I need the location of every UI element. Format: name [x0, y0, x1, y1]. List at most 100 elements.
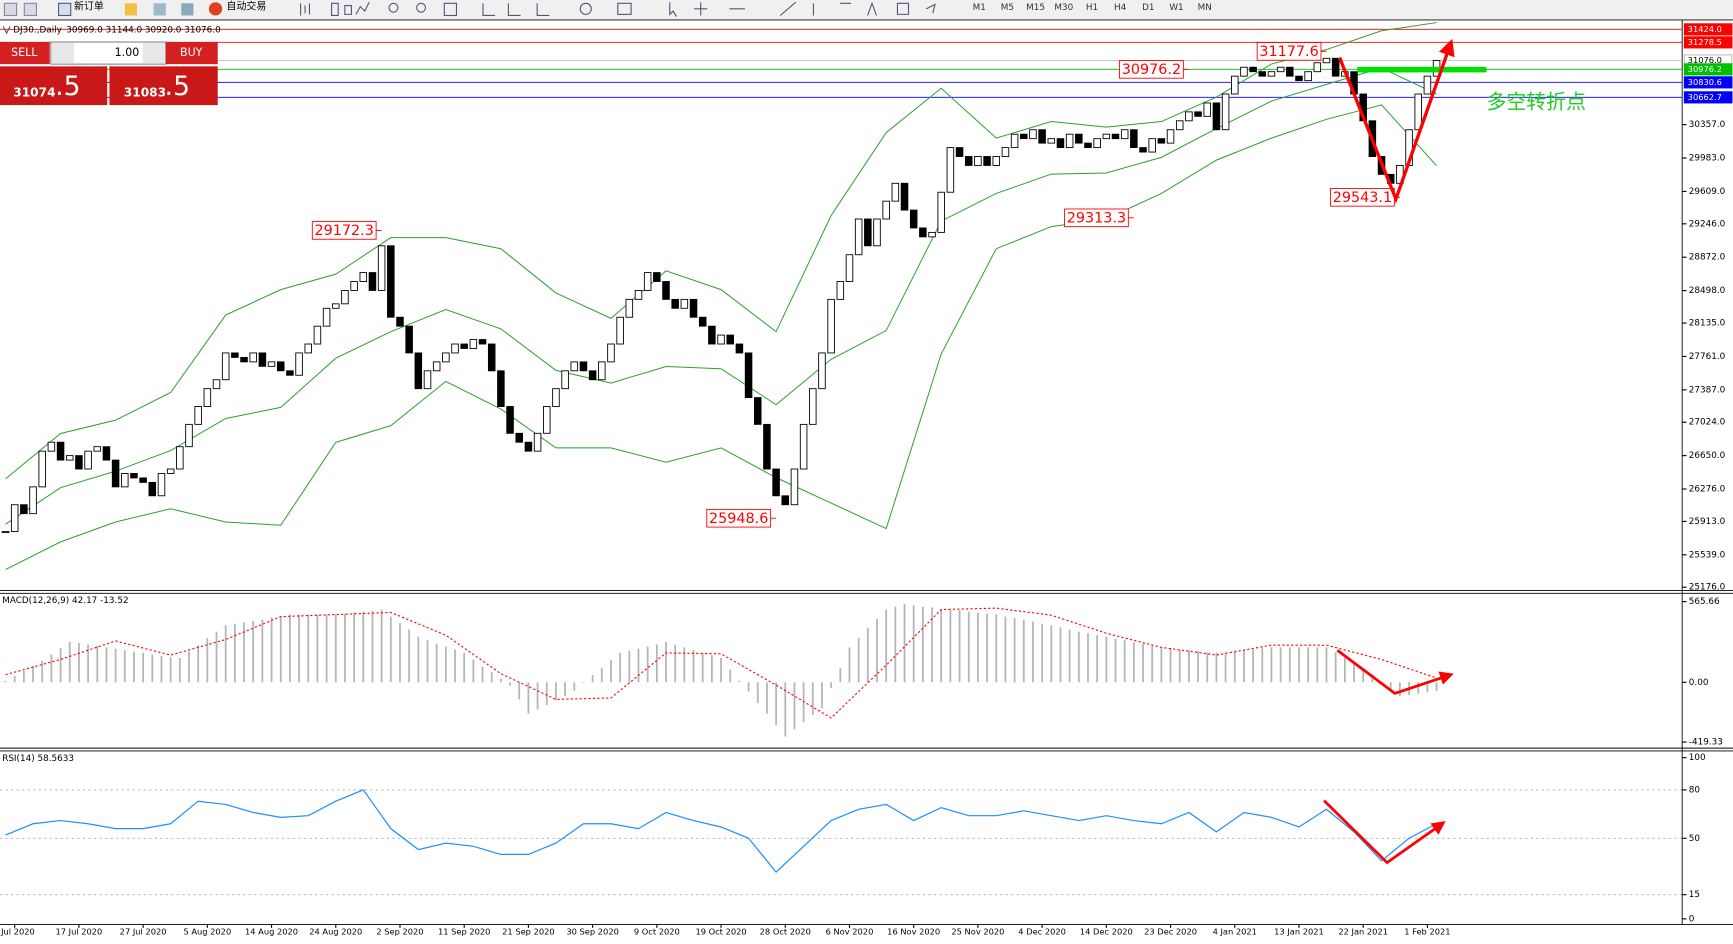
collapse-icon[interactable]	[2, 26, 11, 35]
price-level-label: 31076.0	[1688, 55, 1722, 65]
icon[interactable]	[669, 2, 677, 17]
icon[interactable]	[388, 2, 399, 13]
toolbar: 新订单 自动交易 M1 M5 M15 M30 H1 H4 D1 W1 MN	[0, 0, 1733, 19]
bid-box[interactable]	[0, 66, 108, 106]
timeframe-button[interactable]: W1	[1169, 3, 1183, 13]
icon[interactable]	[124, 3, 138, 16]
x-tick-label: 16 Nov 2020	[887, 927, 940, 937]
candle	[1084, 142, 1092, 149]
y-tick-label: 28135.0	[1689, 319, 1726, 329]
icon[interactable]	[355, 1, 370, 15]
icon[interactable]	[3, 2, 18, 17]
auto-trading-icon[interactable]	[208, 2, 223, 16]
buy-label[interactable]: BUY	[180, 46, 203, 59]
ask-main[interactable]: 31083	[124, 85, 166, 99]
buy-button[interactable]	[165, 42, 218, 65]
icon[interactable]	[181, 3, 194, 16]
icon[interactable]	[300, 3, 311, 16]
icon[interactable]	[579, 2, 592, 15]
timeframe-button[interactable]: MN	[1198, 3, 1212, 13]
price-level-label: 31424.0	[1688, 24, 1722, 34]
timeframe-button[interactable]: M5	[1001, 3, 1014, 13]
candle	[854, 218, 863, 256]
bid-fraction[interactable]: .5	[55, 71, 80, 102]
candle	[157, 473, 166, 497]
price-annotation: 25948.6	[709, 511, 768, 527]
sell-button[interactable]	[0, 42, 50, 65]
bid-main[interactable]: 31074	[13, 85, 55, 99]
candle	[231, 352, 239, 358]
y-tick-label: 50	[1689, 834, 1701, 844]
candle	[827, 298, 835, 354]
lots-up[interactable]	[142, 43, 165, 64]
lots-down[interactable]	[51, 43, 75, 64]
candle	[396, 316, 404, 327]
lots-value[interactable]: 1.00	[115, 46, 140, 59]
timeframe-button[interactable]: M30	[1054, 3, 1073, 13]
timeframe-button[interactable]: D1	[1142, 3, 1154, 13]
icon[interactable]	[416, 2, 427, 13]
bollinger-middle	[5, 67, 1437, 525]
candle	[1276, 66, 1285, 73]
candle	[1075, 133, 1083, 144]
icon[interactable]	[443, 2, 458, 17]
ask-box[interactable]	[109, 66, 218, 106]
candle	[1148, 138, 1156, 153]
x-tick-label: 4 Dec 2020	[1018, 927, 1066, 937]
x-tick-label: 9 Oct 2020	[634, 927, 680, 937]
x-tick-label: 28 Oct 2020	[760, 927, 811, 937]
candle	[607, 343, 615, 363]
candle	[84, 450, 92, 470]
candle	[1166, 129, 1175, 144]
timeframe-button[interactable]: H4	[1114, 3, 1127, 13]
candle	[387, 245, 395, 318]
icon[interactable]	[482, 3, 550, 17]
price-level-label: 31278.5	[1688, 37, 1722, 47]
icon[interactable]	[617, 2, 632, 15]
candle	[487, 343, 496, 372]
candle	[469, 339, 478, 349]
y-tick-label: 26276.0	[1689, 485, 1726, 495]
candle	[304, 343, 313, 354]
x-tick-label: 30 Sep 2020	[566, 927, 618, 937]
rsi-line	[5, 789, 1437, 873]
sell-label[interactable]: SELL	[11, 46, 38, 59]
candle	[423, 370, 432, 390]
candle	[946, 147, 955, 193]
timeframe-button[interactable]: M15	[1026, 3, 1045, 13]
y-tick-label: 29609.0	[1689, 187, 1726, 197]
candle	[818, 352, 826, 390]
timeframe-button[interactable]: M1	[973, 3, 986, 13]
candle	[377, 245, 386, 291]
icon[interactable]	[694, 1, 936, 16]
candle	[341, 289, 349, 305]
icon[interactable]	[23, 2, 38, 17]
new-order[interactable]: 新订单	[74, 0, 104, 13]
new-order-icon[interactable]	[58, 2, 72, 17]
ask-fraction[interactable]: .5	[165, 71, 190, 102]
candle	[460, 343, 468, 349]
price-annotation: 29172.3	[315, 223, 374, 239]
timeframe-button[interactable]: H1	[1086, 3, 1098, 13]
x-tick-label: 23 Dec 2020	[1144, 927, 1197, 937]
candle	[1423, 75, 1432, 95]
icon[interactable]	[331, 2, 353, 17]
candle	[588, 370, 597, 381]
candle	[561, 370, 569, 390]
y-tick-label: 30357.0	[1689, 120, 1726, 130]
candle	[1, 531, 10, 534]
x-tick-label: 2 Sep 2020	[376, 927, 423, 937]
icon[interactable]	[153, 3, 166, 16]
candle	[258, 352, 267, 367]
y-tick-label: 0.00	[1689, 678, 1709, 688]
candle	[1267, 71, 1276, 77]
candle	[1175, 120, 1184, 131]
candle	[1221, 93, 1230, 131]
price-annotation: 29543.1	[1333, 190, 1392, 206]
candle	[570, 361, 579, 372]
candle	[130, 473, 138, 479]
candle	[598, 361, 606, 381]
candle	[1130, 129, 1138, 149]
candle	[1185, 111, 1193, 122]
auto-trading[interactable]: 自动交易	[227, 0, 267, 13]
